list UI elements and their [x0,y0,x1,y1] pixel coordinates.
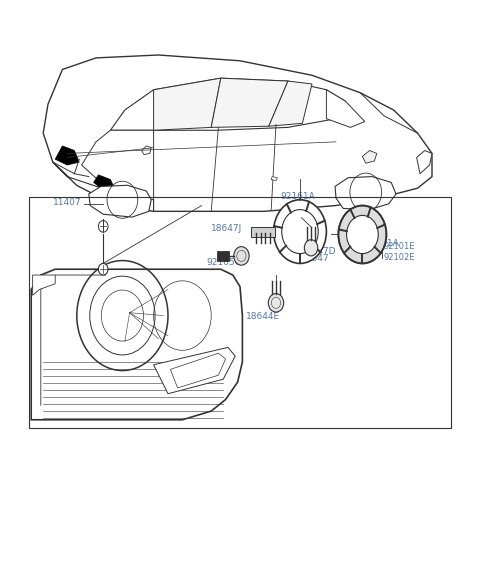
Polygon shape [326,90,365,127]
Text: 11407: 11407 [53,198,82,207]
Bar [251,227,275,237]
Polygon shape [417,151,432,174]
Circle shape [98,263,108,275]
Polygon shape [142,146,151,155]
Circle shape [234,247,249,265]
Polygon shape [89,185,151,217]
Text: 92161A: 92161A [280,192,315,201]
Text: 18647: 18647 [301,254,330,263]
Text: 18647D: 18647D [301,247,337,256]
Circle shape [338,206,386,263]
Circle shape [274,200,326,263]
Polygon shape [110,78,346,130]
Polygon shape [33,275,55,295]
Polygon shape [154,347,235,394]
Bar [217,251,229,261]
Text: 92101E
92102E: 92101E 92102E [384,242,416,262]
Text: 18644E: 18644E [246,312,280,321]
Circle shape [347,215,378,254]
Polygon shape [269,81,312,126]
Polygon shape [82,130,154,200]
Text: 92161A: 92161A [365,239,399,248]
Polygon shape [154,78,221,130]
Polygon shape [94,175,115,190]
Text: 18647J: 18647J [211,224,242,233]
Polygon shape [271,177,277,181]
Circle shape [282,210,318,254]
Bar [29,197,451,428]
Text: 92165C: 92165C [206,258,241,267]
Circle shape [268,294,284,312]
Polygon shape [211,78,288,127]
Polygon shape [362,151,377,163]
Polygon shape [55,146,79,165]
Polygon shape [335,177,396,210]
Polygon shape [31,269,242,420]
Polygon shape [43,55,432,211]
Circle shape [304,240,318,256]
Polygon shape [170,353,226,388]
Circle shape [98,221,108,232]
Polygon shape [53,162,154,211]
